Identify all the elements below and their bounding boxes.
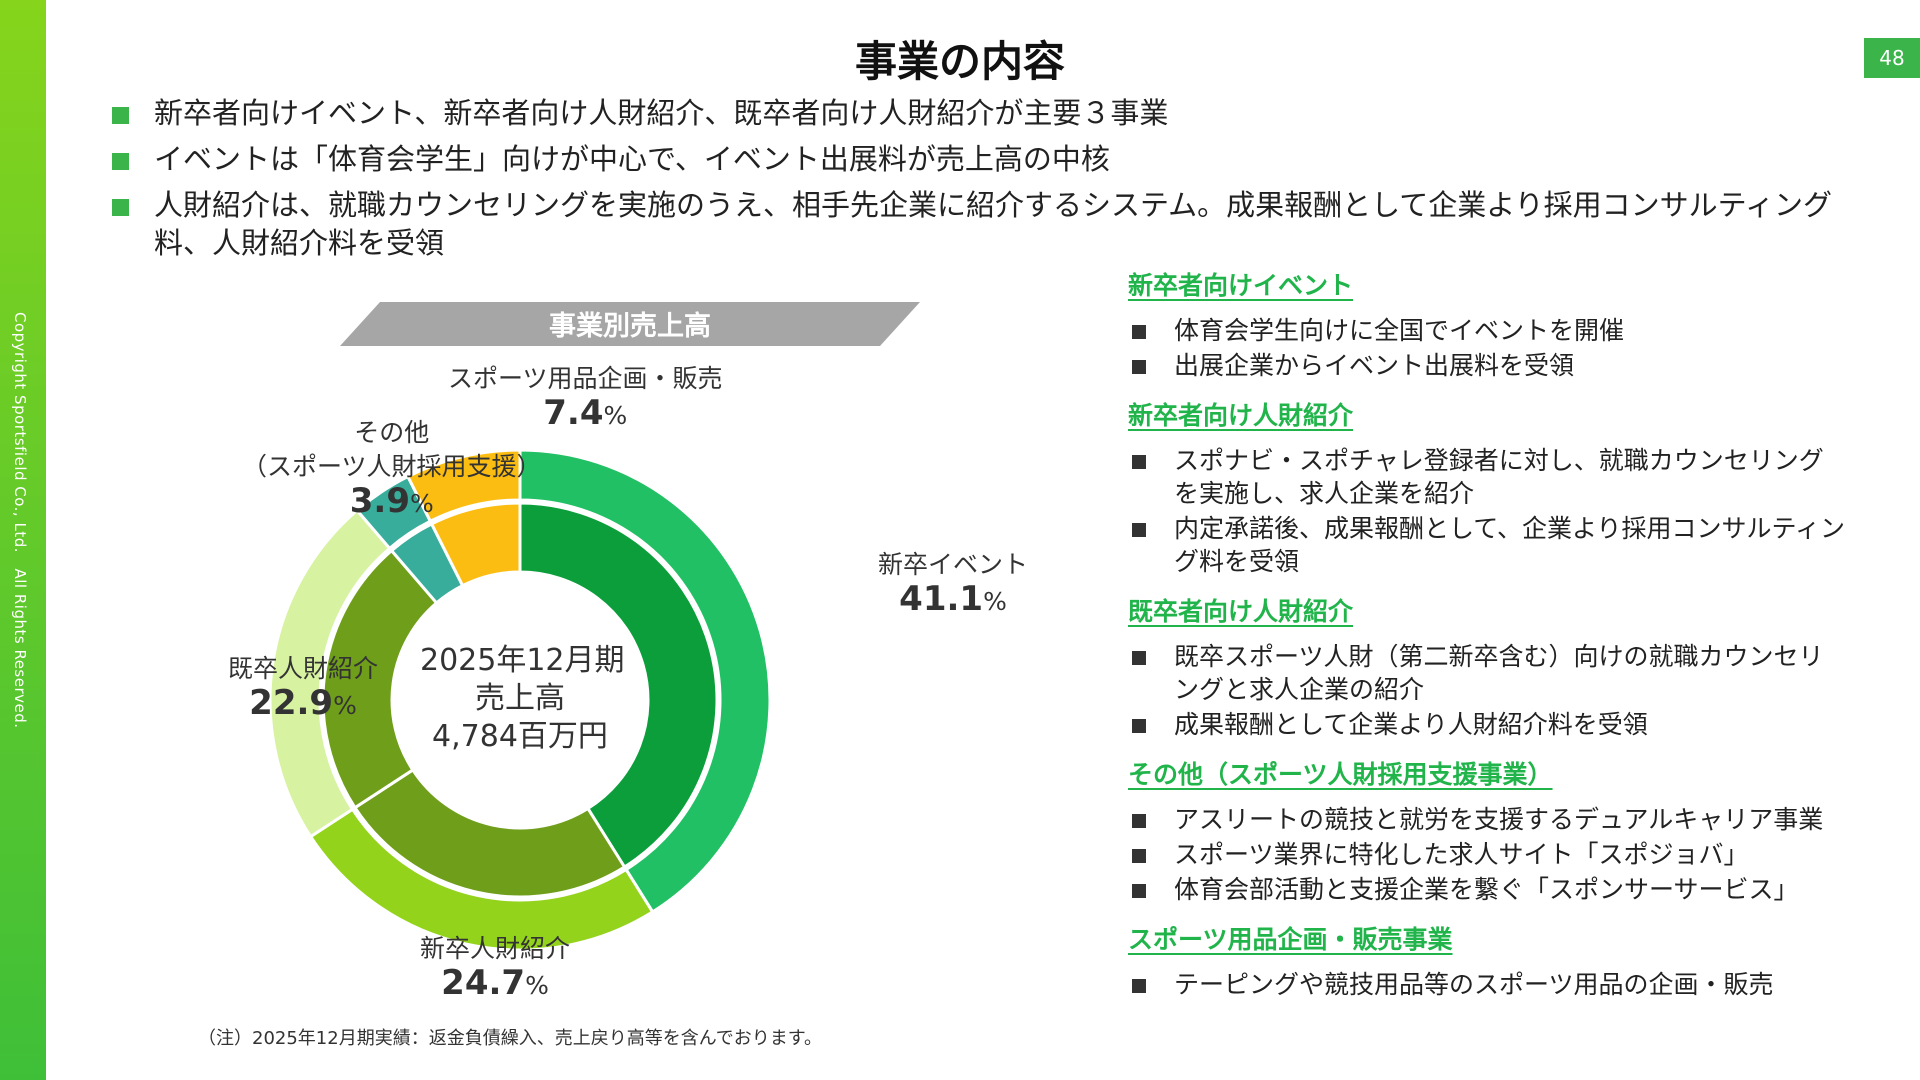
summary-bullet-text: 新卒者向けイベント、新卒者向け人財紹介、既卒者向け人財紹介が主要３事業 [154, 96, 1169, 130]
slice-label-kisotsu-jinzai: 既卒人財紹介 22.9% [228, 652, 378, 723]
slice-name: その他 [354, 418, 430, 447]
section-other: その他（スポーツ人財採用支援事業） アスリートの競技と就労を支援するデュアルキャ… [1128, 755, 1848, 906]
section-title: 既卒者向け人財紹介 [1128, 597, 1354, 626]
square-bullet-icon [1132, 979, 1146, 993]
section-title: 新卒者向けイベント [1128, 271, 1354, 300]
section-item-text: 出展企業からイベント出展料を受領 [1174, 351, 1575, 380]
square-bullet-icon [112, 199, 129, 216]
section-item-text: スポーツ業界に特化した求人サイト「スポジョバ」 [1174, 840, 1749, 869]
section-item-text: 成果報酬として企業より人財紹介料を受領 [1174, 710, 1648, 739]
donut-slice-outer-0 [518, 448, 772, 914]
square-bullet-icon [1132, 360, 1146, 374]
square-bullet-icon [1132, 884, 1146, 898]
center-label: 売上高 [475, 681, 565, 716]
square-bullet-icon [112, 153, 129, 170]
section-title: その他（スポーツ人財採用支援事業） [1128, 760, 1553, 789]
revenue-donut-chart: 事業別売上高 新卒イベント 41.1% 新卒人財紹介 24.7% 既卒人財紹介 … [190, 300, 1028, 1020]
square-bullet-icon [1132, 719, 1146, 733]
donut-slice-inner-1 [352, 767, 627, 899]
square-bullet-icon [1132, 523, 1146, 537]
square-bullet-icon [1132, 325, 1146, 339]
donut-chart-svg: 事業別売上高 [268, 302, 920, 952]
slice-label-shinsotsu-event: 新卒イベント 41.1% [878, 548, 1028, 619]
slice-name: （スポーツ人財採用支援） [242, 452, 542, 481]
slice-label-shinsotsu-jinzai: 新卒人財紹介 24.7% [420, 932, 570, 1003]
section-shinsotsu-event: 新卒者向けイベント 体育会学生向けに全国でイベントを開催 出展企業からイベント出… [1128, 266, 1848, 382]
square-bullet-icon [112, 107, 129, 124]
slice-label-other: その他 （スポーツ人財採用支援） 3.9% [242, 416, 542, 521]
section-shinsotsu-jinzai: 新卒者向け人財紹介 スポナビ・スポチャレ登録者に対し、就職カウンセリングを実施し… [1128, 396, 1848, 578]
square-bullet-icon [1132, 814, 1146, 828]
slice-name: 新卒イベント [878, 550, 1029, 579]
section-kisotsu-jinzai: 既卒者向け人財紹介 既卒スポーツ人財（第二新卒含む）向けの就職カウンセリングと求… [1128, 592, 1848, 741]
inner-ring [321, 501, 719, 899]
section-item-text: 既卒スポーツ人財（第二新卒含む）向けの就職カウンセリングと求人企業の紹介 [1174, 642, 1824, 704]
slice-label-sports-goods: スポーツ用品企画・販売 7.4% [448, 362, 723, 433]
section-item: 内定承諾後、成果報酬として、企業より採用コンサルティング料を受領 [1128, 512, 1848, 578]
chart-footnote: （注）2025年12月期実績：返金負債繰入、売上戻り高等を含んでおります。 [198, 1028, 823, 1049]
section-item: 成果報酬として企業より人財紹介料を受領 [1128, 708, 1848, 741]
summary-bullet: イベントは「体育会学生」向けが中心で、イベント出展料が売上高の中核 [112, 140, 1872, 178]
summary-bullet-text: イベントは「体育会学生」向けが中心で、イベント出展料が売上高の中核 [154, 142, 1110, 176]
section-sports-goods: スポーツ用品企画・販売事業 テーピングや競技用品等のスポーツ用品の企画・販売 [1128, 920, 1848, 1001]
section-title: 新卒者向け人財紹介 [1128, 401, 1354, 430]
donut-slice-inner-2 [321, 548, 439, 810]
summary-bullet: 人財紹介は、就職カウンセリングを実施のうえ、相手先企業に紹介するシステム。成果報… [112, 186, 1872, 262]
copyright-text: Copyright Sportsfield Co., Ltd. All Righ… [11, 312, 29, 729]
donut-slice-inner-0 [518, 501, 719, 870]
section-item: テーピングや競技用品等のスポーツ用品の企画・販売 [1128, 968, 1848, 1001]
donut-slice-inner-4 [429, 501, 522, 588]
slice-unit: % [409, 489, 434, 518]
chart-title-banner [340, 302, 920, 346]
slice-name: スポーツ用品企画・販売 [448, 364, 723, 393]
section-item-text: アスリートの競技と就労を支援するデュアルキャリア事業 [1174, 805, 1824, 834]
section-item: 体育会部活動と支援企業を繋ぐ「スポンサーサービス」 [1128, 873, 1848, 906]
slice-value: 41.1 [899, 579, 984, 619]
slice-unit: % [983, 587, 1007, 616]
center-amount: 4,784百万円 [432, 719, 608, 754]
business-descriptions: 新卒者向けイベント 体育会学生向けに全国でイベントを開催 出展企業からイベント出… [1128, 256, 1848, 1003]
summary-bullet-text: 人財紹介は、就職カウンセリングを実施のうえ、相手先企業に紹介するシステム。成果報… [154, 188, 1832, 260]
section-item-text: スポナビ・スポチャレ登録者に対し、就職カウンセリングを実施し、求人企業を紹介 [1174, 446, 1824, 508]
section-item: 出展企業からイベント出展料を受領 [1128, 349, 1848, 382]
square-bullet-icon [1132, 849, 1146, 863]
section-item-text: 体育会部活動と支援企業を繋ぐ「スポンサーサービス」 [1174, 875, 1799, 904]
left-accent-bar: Copyright Sportsfield Co., Ltd. All Righ… [0, 0, 46, 1080]
summary-bullets: 新卒者向けイベント、新卒者向け人財紹介、既卒者向け人財紹介が主要３事業 イベント… [112, 94, 1872, 270]
outer-ring [268, 448, 772, 952]
slice-unit: % [333, 691, 357, 720]
section-item-text: テーピングや競技用品等のスポーツ用品の企画・販売 [1174, 970, 1774, 999]
donut-slice-outer-4 [405, 448, 522, 524]
donut-center-text: 2025年12月期 売上高 4,784百万円 [420, 642, 625, 756]
section-item: 体育会学生向けに全国でイベントを開催 [1128, 314, 1848, 347]
section-item-text: 体育会学生向けに全国でイベントを開催 [1174, 316, 1625, 345]
slice-value: 3.9 [349, 481, 410, 521]
chart-title: 事業別売上高 [549, 310, 711, 342]
center-period: 2025年12月期 [420, 643, 625, 678]
section-title: スポーツ用品企画・販売事業 [1128, 925, 1453, 954]
section-item: アスリートの競技と就労を支援するデュアルキャリア事業 [1128, 803, 1848, 836]
page-number-badge: 48 [1864, 38, 1920, 78]
square-bullet-icon [1132, 651, 1146, 665]
slice-unit: % [525, 971, 549, 1000]
section-item: スポナビ・スポチャレ登録者に対し、就職カウンセリングを実施し、求人企業を紹介 [1128, 444, 1848, 510]
slice-unit: % [603, 401, 628, 430]
summary-bullet: 新卒者向けイベント、新卒者向け人財紹介、既卒者向け人財紹介が主要３事業 [112, 94, 1872, 132]
slice-value: 7.4 [543, 393, 604, 433]
square-bullet-icon [1132, 455, 1146, 469]
slice-value: 24.7 [441, 963, 526, 1003]
section-item: スポーツ業界に特化した求人サイト「スポジョバ」 [1128, 838, 1848, 871]
slice-value: 22.9 [249, 683, 334, 723]
page-title: 事業の内容 [854, 37, 1065, 86]
section-item-text: 内定承諾後、成果報酬として、企業より採用コンサルティング料を受領 [1174, 514, 1846, 576]
section-item: 既卒スポーツ人財（第二新卒含む）向けの就職カウンセリングと求人企業の紹介 [1128, 640, 1848, 706]
slice-name: 既卒人財紹介 [228, 654, 379, 683]
slice-name: 新卒人財紹介 [420, 934, 571, 963]
